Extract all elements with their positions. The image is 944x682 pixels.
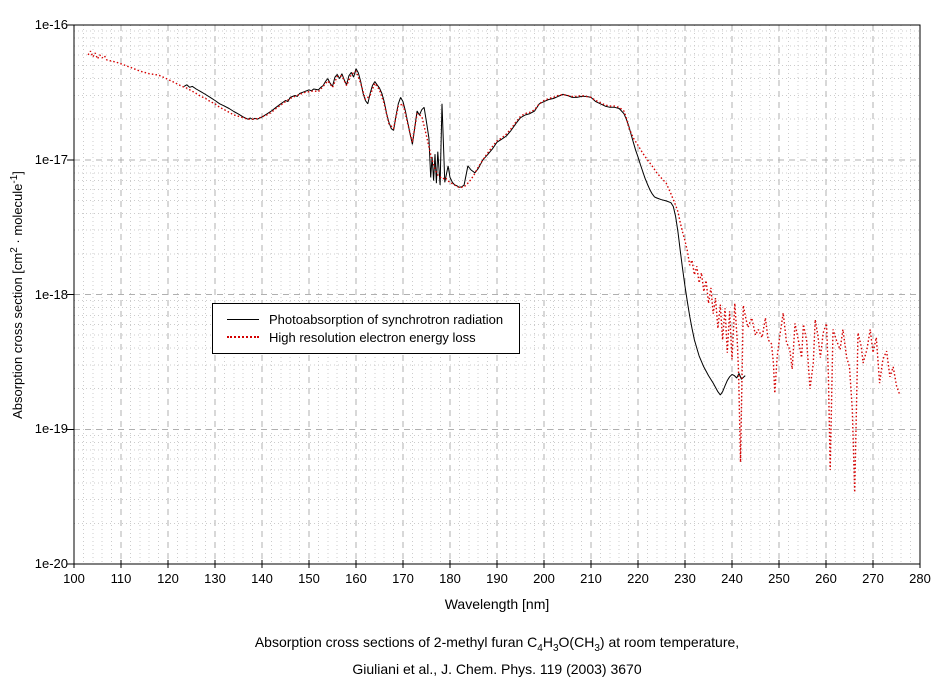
x-tick-label: 250	[768, 571, 790, 586]
legend-rows: Photoabsorption of synchrotron radiation…	[221, 310, 511, 346]
x-tick-label: 230	[674, 571, 696, 586]
solid-line-sample	[227, 318, 259, 320]
series-eels	[87, 50, 901, 493]
y-axis-title-text: ]	[10, 171, 25, 175]
x-tick-label: 270	[862, 571, 884, 586]
y-tick-label: 1e-16	[34, 17, 68, 32]
legend: Photoabsorption of synchrotron radiation…	[212, 303, 520, 354]
legend-entry: Photoabsorption of synchrotron radiation	[221, 310, 511, 328]
y-tick-label: 1e-20	[34, 556, 68, 571]
x-tick-label: 260	[815, 571, 837, 586]
x-tick-label: 220	[627, 571, 649, 586]
caption-subscript: 3	[552, 643, 559, 654]
legend-label: High resolution electron energy loss	[269, 329, 476, 345]
axes	[67, 24, 921, 568]
x-tick-label: 180	[439, 571, 461, 586]
legend-label: Photoabsorption of synchrotron radiation	[269, 311, 504, 327]
caption: Absorption cross sections of 2-methyl fu…	[74, 632, 920, 680]
caption-text: ) at room temperature,	[599, 634, 740, 650]
y-axis-title-superscript: -1	[9, 174, 20, 184]
x-tick-label: 160	[345, 571, 367, 586]
series-synchrotron	[183, 68, 746, 396]
x-tick-label: 200	[533, 571, 555, 586]
x-tick-label: 280	[909, 571, 931, 586]
y-axis-title-text: Absorption cross section [cm	[10, 252, 25, 419]
x-tick-label: 120	[157, 571, 179, 586]
x-tick-label: 130	[204, 571, 226, 586]
x-tick-label: 140	[251, 571, 273, 586]
caption-text: Absorption cross sections of 2-methyl fu…	[254, 634, 538, 650]
x-tick-label: 240	[721, 571, 743, 586]
x-axis-title: Wavelength [nm]	[444, 596, 550, 612]
x-tick-label: 190	[486, 571, 508, 586]
x-tick-label: 210	[580, 571, 602, 586]
caption-line-1: Absorption cross sections of 2-methyl fu…	[74, 632, 920, 659]
caption-subscript: 3	[594, 643, 600, 654]
x-tick-label: 170	[392, 571, 414, 586]
grid	[74, 25, 920, 564]
x-tick-label: 110	[110, 571, 132, 586]
legend-entry: High resolution electron energy loss	[221, 328, 511, 346]
y-axis-title: Absorption cross section [cm2 · molecule…	[9, 171, 25, 419]
y-tick-label: 1e-18	[34, 286, 68, 302]
y-tick-label: 1e-17	[34, 151, 68, 167]
y-axis-title-text: · molecule	[10, 183, 25, 248]
caption-subscript: 4	[537, 643, 543, 654]
y-tick-label: 1e-19	[34, 421, 68, 437]
caption-text: O(CH	[558, 634, 595, 650]
caption-text: H	[542, 634, 553, 650]
dotted-line-sample	[227, 336, 259, 338]
y-axis-title-superscript: 2	[9, 247, 20, 253]
x-tick-label: 100	[63, 571, 85, 586]
caption-line-2: Giuliani et al., J. Chem. Phys. 119 (200…	[352, 661, 642, 677]
x-tick-label: 150	[298, 571, 320, 586]
